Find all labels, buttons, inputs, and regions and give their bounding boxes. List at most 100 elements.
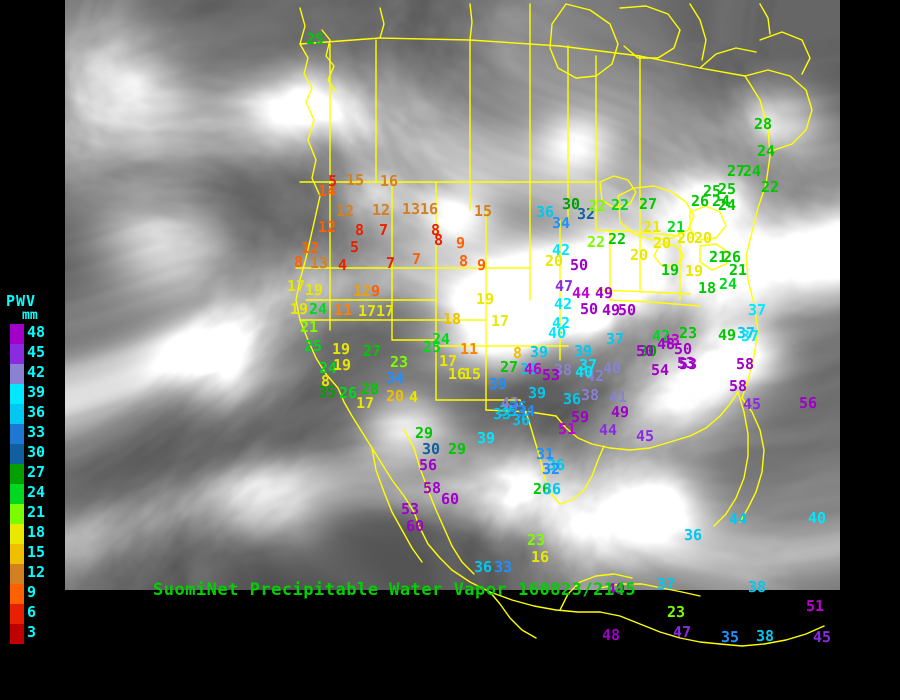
pwv-station-value: 15	[346, 171, 365, 189]
pwv-station-value: 38	[756, 627, 775, 645]
pwv-station-value: 37	[606, 330, 625, 348]
pwv-station-value: 48	[602, 626, 621, 644]
pwv-station-value: 19	[685, 262, 704, 280]
pwv-station-value: 30	[562, 195, 581, 213]
legend-swatch	[10, 484, 24, 504]
pwv-station-value: 36	[536, 203, 555, 221]
pwv-station-value: 18	[698, 279, 717, 297]
pwv-station-value: 24	[719, 275, 738, 293]
pwv-station-value: 34	[517, 402, 536, 420]
legend-label: 21	[27, 503, 46, 521]
pwv-station-value: 8	[513, 344, 523, 362]
pwv-station-value: 17	[356, 394, 375, 412]
pwv-station-value: 49	[607, 580, 626, 598]
pwv-station-value: 25	[703, 182, 722, 200]
pwv-station-value: 36	[543, 480, 562, 498]
pwv-station-value: 37	[741, 327, 760, 345]
pwv-station-value: 56	[419, 456, 438, 474]
pwv-station-value: 56	[799, 394, 818, 412]
pwv-station-value: 23	[527, 531, 546, 549]
pwv-station-value: 23	[667, 603, 686, 621]
pwv-station-value: 7	[386, 254, 396, 272]
legend-swatch	[10, 504, 24, 524]
pwv-station-value: 33	[493, 405, 512, 423]
pwv-station-value: 8	[294, 253, 304, 271]
legend-swatch	[10, 624, 24, 644]
pwv-station-value: 12	[301, 239, 320, 257]
pwv-station-value: 22	[611, 196, 630, 214]
pwv-station-value: 35	[721, 628, 740, 646]
pwv-station-value: 20	[545, 252, 564, 270]
pwv-station-value: 51	[558, 420, 577, 438]
legend-title: PWV	[6, 292, 37, 310]
pwv-station-value: 49	[611, 403, 630, 421]
pwv-station-value: 60	[406, 517, 425, 535]
pwv-station-value: 25	[718, 180, 737, 198]
pwv-station-value: 33	[494, 558, 513, 576]
pwv-station-value: 25	[304, 337, 323, 355]
pwv-station-value: 24	[757, 142, 776, 160]
pwv-station-value: 19	[332, 340, 351, 358]
legend-label: 9	[27, 583, 37, 601]
pwv-station-value: 8	[459, 252, 469, 270]
pwv-station-value: 11	[460, 340, 479, 358]
pwv-station-value: 47	[673, 623, 692, 641]
pwv-station-value: 28	[361, 380, 380, 398]
pwv-station-value: 50	[674, 340, 693, 358]
pwv-station-value: 53	[679, 355, 698, 373]
pwv-station-value: 9	[456, 234, 466, 252]
legend-label: 15	[27, 543, 46, 561]
pwv-station-value: 24	[432, 330, 451, 348]
pwv-station-value: 39	[489, 375, 508, 393]
pwv-station-value: 45	[813, 628, 832, 646]
pwv-station-value: 13	[310, 254, 329, 272]
pwv-station-value: 22	[761, 178, 780, 196]
pwv-station-value: 20	[677, 229, 696, 247]
pwv-station-value: 21	[300, 318, 319, 336]
pwv-station-value: 38	[581, 386, 600, 404]
pwv-station-value: 17	[491, 312, 510, 330]
pwv-station-value: 50	[570, 256, 589, 274]
pwv-station-value: 21	[709, 248, 728, 266]
pwv-station-value: 24	[309, 300, 328, 318]
legend-label: 24	[27, 483, 46, 501]
legend-label: 39	[27, 383, 46, 401]
pwv-station-value: 30	[422, 440, 441, 458]
pwv-station-value: 5	[328, 172, 338, 190]
pwv-station-value: 36	[684, 526, 703, 544]
legend-label: 36	[27, 403, 46, 421]
pwv-station-value: 24	[712, 192, 731, 210]
pwv-station-value: 35	[499, 402, 518, 420]
pwv-station-value: 44	[572, 284, 591, 302]
pwv-station-value: 40	[808, 509, 827, 527]
pwv-station-value: 44	[599, 421, 618, 439]
legend-label: 27	[27, 463, 46, 481]
legend-label: 6	[27, 603, 37, 621]
pwv-station-value: 50	[580, 300, 599, 318]
pwv-station-value: 29	[415, 424, 434, 442]
legend-swatch	[10, 364, 24, 384]
pwv-station-value: 53	[542, 366, 561, 384]
pwv-station-value: 20	[653, 234, 672, 252]
pwv-station-value: 17	[358, 302, 377, 320]
pwv-station-value: 31	[536, 445, 555, 463]
pwv-station-value: 42	[552, 241, 571, 259]
pwv-station-value: 24	[743, 162, 762, 180]
pwv-station-value: 20	[630, 246, 649, 264]
legend-swatch	[10, 544, 24, 564]
pwv-station-value: 20	[386, 387, 405, 405]
pwv-station-value: 49	[718, 326, 737, 344]
pwv-station-value: 19	[661, 261, 680, 279]
pwv-station-value: 11	[334, 301, 353, 319]
legend-units: mm	[22, 308, 38, 323]
pwv-station-value: 24	[319, 359, 338, 377]
pwv-station-value: 50	[618, 301, 637, 319]
pwv-station-value: 30	[639, 342, 658, 360]
pwv-station-value: 45	[636, 427, 655, 445]
pwv-station-value: 24	[718, 196, 737, 214]
legend-label: 42	[27, 363, 46, 381]
pwv-station-value: 5	[350, 238, 360, 256]
pwv-station-value: 27	[363, 342, 382, 360]
pwv-station-value: 13	[402, 200, 421, 218]
pwv-station-value: 26	[691, 192, 710, 210]
